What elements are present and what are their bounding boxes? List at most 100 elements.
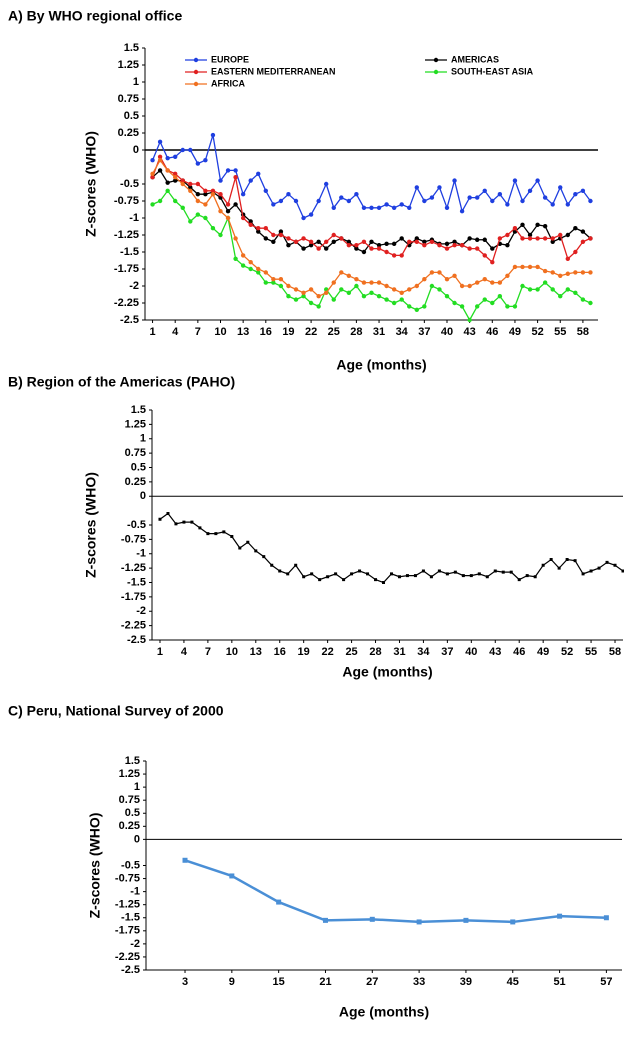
point	[573, 290, 578, 295]
x-tick-label: 46	[486, 326, 498, 338]
point	[573, 249, 578, 255]
point	[278, 229, 284, 234]
point	[376, 294, 382, 299]
point	[286, 294, 291, 299]
point	[467, 236, 472, 241]
point	[467, 317, 472, 323]
point	[452, 300, 457, 306]
point	[278, 232, 284, 238]
point	[188, 185, 193, 190]
point	[613, 563, 617, 567]
point	[331, 239, 336, 244]
y-tick-label: 1.25	[118, 59, 139, 71]
point	[248, 178, 253, 183]
point	[520, 236, 525, 241]
point	[218, 192, 223, 197]
point	[271, 280, 276, 285]
point	[573, 559, 577, 563]
point	[452, 239, 457, 244]
point	[238, 546, 242, 550]
point	[173, 198, 178, 204]
point	[278, 569, 282, 573]
point	[271, 239, 276, 244]
x-tick-label: 43	[489, 646, 501, 658]
point	[382, 581, 386, 584]
point	[542, 280, 548, 285]
y-tick-label: -1	[136, 548, 146, 560]
y-tick-label: 1	[140, 433, 146, 445]
point	[165, 168, 170, 173]
point	[354, 246, 359, 251]
point	[399, 253, 404, 258]
point	[512, 178, 518, 183]
y-tick-label: -2.25	[121, 620, 146, 632]
point	[173, 178, 178, 183]
point	[535, 222, 540, 227]
point	[218, 232, 223, 238]
x-tick-label: 16	[260, 326, 272, 338]
point	[477, 572, 481, 576]
point	[391, 300, 397, 306]
x-tick-label: 19	[298, 646, 310, 658]
y-tick-label: -1.75	[115, 925, 140, 937]
point	[512, 264, 518, 270]
point	[150, 158, 155, 163]
point	[324, 181, 329, 187]
point	[535, 264, 540, 270]
point	[366, 572, 370, 576]
y-tick-label: 0.5	[131, 461, 146, 473]
x-tick-label: 52	[561, 646, 573, 658]
point	[391, 241, 397, 247]
point	[580, 297, 586, 302]
point	[510, 919, 516, 925]
point	[490, 198, 495, 204]
point	[597, 566, 601, 570]
point	[467, 246, 472, 251]
point	[263, 236, 268, 241]
x-tick-label: 34	[396, 326, 409, 338]
point	[444, 277, 450, 282]
point	[527, 287, 533, 292]
point	[342, 578, 346, 582]
point	[588, 198, 593, 204]
point	[384, 283, 389, 289]
point	[195, 198, 201, 204]
point	[198, 526, 202, 530]
y-tick-label: 1.5	[131, 404, 146, 416]
x-tick-label: 28	[369, 646, 381, 658]
point	[565, 256, 570, 261]
point	[308, 300, 314, 306]
point	[229, 873, 235, 879]
point	[621, 569, 624, 573]
point	[210, 188, 216, 193]
point	[331, 232, 336, 238]
point	[293, 287, 299, 292]
point	[248, 266, 253, 272]
point	[542, 195, 548, 200]
x-tick-label: 7	[195, 326, 201, 338]
panel-title: B) Region of the Americas (PAHO)	[8, 374, 235, 390]
point	[157, 198, 163, 204]
x-tick-label: 39	[460, 976, 472, 988]
series-line	[184, 859, 607, 924]
point	[263, 226, 268, 231]
point	[286, 283, 291, 289]
point	[558, 294, 563, 299]
point	[301, 215, 306, 221]
point	[557, 566, 561, 570]
point	[203, 192, 208, 197]
point	[497, 236, 503, 241]
x-tick-label: 1	[157, 646, 163, 658]
point	[376, 243, 382, 248]
point	[520, 222, 525, 227]
x-axis-label: Age (months)	[336, 357, 426, 373]
point	[361, 280, 367, 285]
point	[158, 517, 162, 521]
point	[278, 283, 284, 289]
point	[233, 236, 238, 241]
point	[558, 185, 563, 190]
point	[326, 575, 330, 579]
point	[444, 205, 450, 210]
point	[413, 574, 417, 578]
point	[318, 578, 322, 582]
